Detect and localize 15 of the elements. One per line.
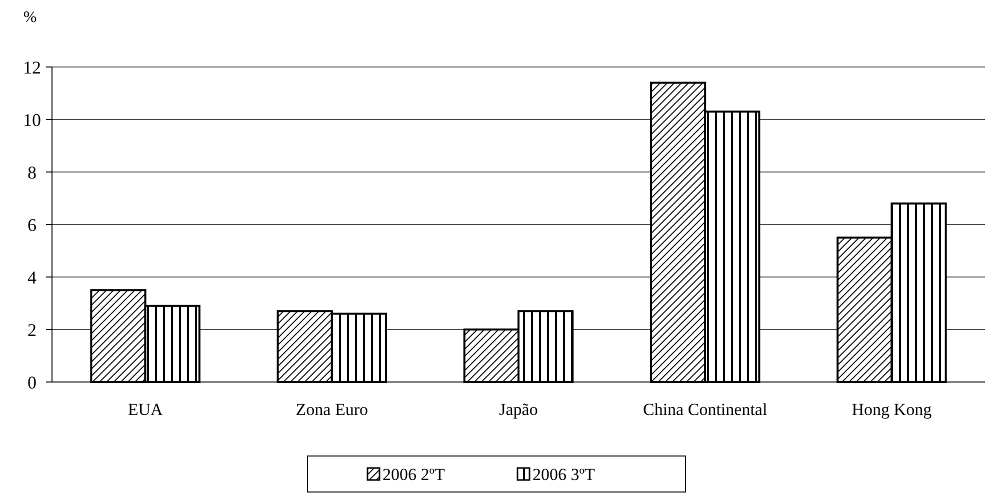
y-tick-label: 12 — [23, 57, 41, 78]
y-axis-title: % — [23, 9, 37, 26]
x-tick-label: Zona Euro — [296, 400, 368, 419]
legend-label: 2006 3ºT — [532, 465, 596, 484]
x-tick-label: Hong Kong — [852, 400, 932, 419]
y-tick-label: 4 — [28, 267, 36, 288]
y-tick-label: 0 — [28, 372, 36, 392]
x-tick-label: China Continental — [643, 400, 768, 419]
x-tick-label: Japão — [499, 400, 538, 419]
y-tick-label: 10 — [23, 110, 41, 130]
x-tick-label: EUA — [128, 400, 164, 419]
y-tick-label: 2 — [28, 320, 36, 340]
legend-label: 2006 2ºT — [382, 465, 446, 484]
y-tick-label: 8 — [28, 162, 36, 182]
y-tick-label: 6 — [28, 214, 36, 235]
